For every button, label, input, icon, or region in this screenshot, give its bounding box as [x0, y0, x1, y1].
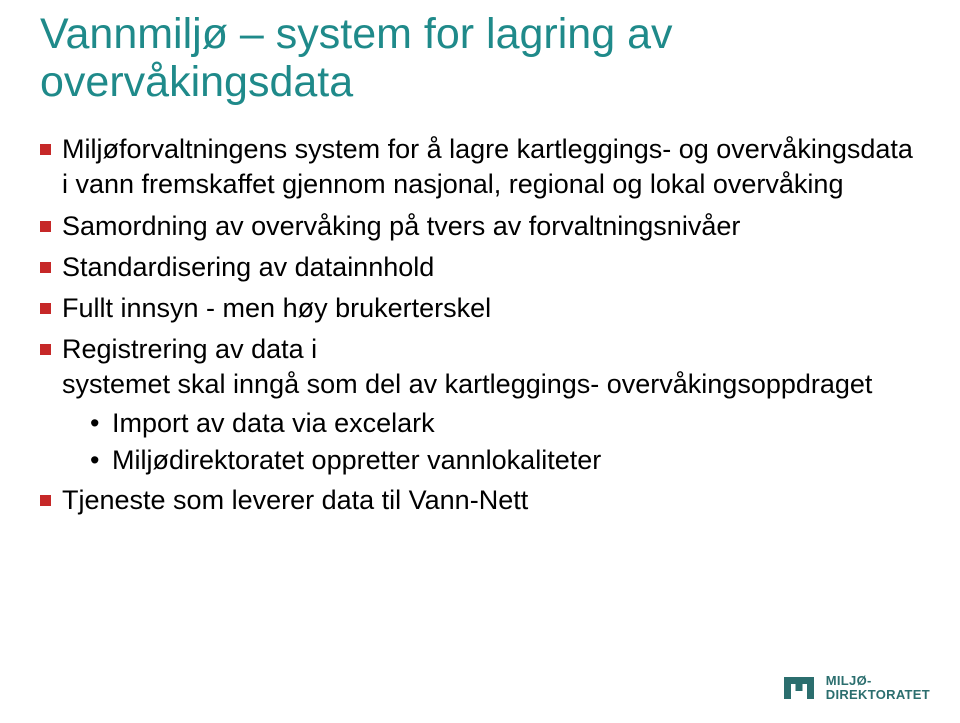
- logo-mark-icon: [782, 671, 816, 705]
- footer-logo: MILJØ- DIREKTORATET: [782, 671, 930, 705]
- bullet-item: Registrering av data i systemet skal inn…: [40, 332, 920, 477]
- bullet-text: Fullt innsyn - men høy brukerterskel: [62, 293, 491, 323]
- sub-bullet-item: Import av data via excelark: [90, 406, 920, 441]
- bullet-item: Samordning av overvåking på tvers av for…: [40, 209, 920, 244]
- bullet-text: Registrering av data i systemet skal inn…: [62, 334, 872, 399]
- page-title: Vannmiljø – system for lagring av overvå…: [40, 10, 920, 106]
- sub-bullet-text: Miljødirektoratet oppretter vannlokalite…: [112, 445, 601, 475]
- logo-text: MILJØ- DIREKTORATET: [826, 674, 930, 701]
- logo-line-1: MILJØ-: [826, 674, 930, 688]
- sub-bullet-list: Import av data via excelark Miljødirekto…: [62, 406, 920, 477]
- bullet-text: Samordning av overvåking på tvers av for…: [62, 211, 740, 241]
- bullet-item: Fullt innsyn - men høy brukerterskel: [40, 291, 920, 326]
- bullet-text: Miljøforvaltningens system for å lagre k…: [62, 134, 913, 199]
- sub-bullet-item: Miljødirektoratet oppretter vannlokalite…: [90, 443, 920, 478]
- bullet-item: Miljøforvaltningens system for å lagre k…: [40, 132, 920, 202]
- sub-bullet-text: Import av data via excelark: [112, 408, 435, 438]
- bullet-list: Miljøforvaltningens system for å lagre k…: [40, 132, 920, 518]
- bullet-item: Tjeneste som leverer data til Vann-Nett: [40, 483, 920, 518]
- bullet-item: Standardisering av datainnhold: [40, 250, 920, 285]
- logo-line-2: DIREKTORATET: [826, 688, 930, 702]
- bullet-text: Standardisering av datainnhold: [62, 252, 434, 282]
- slide: Vannmiljø – system for lagring av overvå…: [0, 0, 960, 723]
- bullet-text: Tjeneste som leverer data til Vann-Nett: [62, 485, 528, 515]
